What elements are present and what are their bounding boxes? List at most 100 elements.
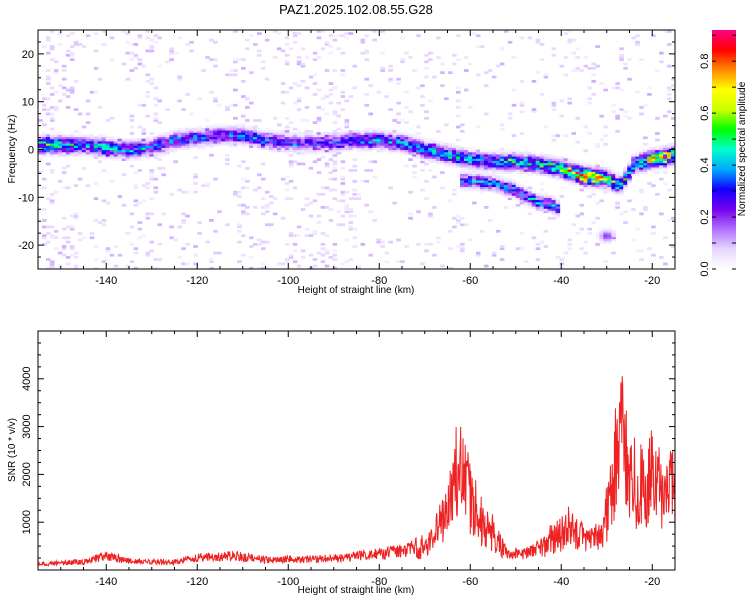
heatmap-cell <box>539 58 545 62</box>
heatmap-cell <box>109 151 115 155</box>
heatmap-cell <box>631 169 636 172</box>
heatmap-cell <box>233 132 238 135</box>
heatmap-cell <box>316 138 322 142</box>
heatmap-cell <box>288 149 294 153</box>
heatmap-cell <box>352 142 358 146</box>
heatmap-cell <box>260 129 266 133</box>
heatmap-cell <box>49 132 55 135</box>
heatmap-cell <box>591 221 596 224</box>
heatmap-cell <box>436 36 441 40</box>
heatmap-cell <box>416 149 421 153</box>
heatmap-cell <box>189 140 194 144</box>
heatmap-cell <box>288 255 294 259</box>
heatmap-cell <box>213 134 218 138</box>
heatmap-cell <box>344 32 350 35</box>
heatmap-cell <box>324 162 330 166</box>
heatmap-cell <box>65 95 71 98</box>
heatmap-cell <box>563 171 569 174</box>
heatmap-cell <box>527 173 533 177</box>
heatmap-cell <box>587 186 592 190</box>
heatmap-cell <box>436 142 441 146</box>
heatmap-cell <box>547 158 553 161</box>
heatmap-cell <box>272 116 278 120</box>
heatmap-cell <box>312 140 318 144</box>
heatmap-cell <box>408 134 413 138</box>
heatmap-cell <box>583 166 589 170</box>
heatmap-cell <box>479 173 485 177</box>
heatmap-cell <box>177 140 182 144</box>
heatmap-cell <box>420 151 425 155</box>
heatmap-cell <box>615 171 620 174</box>
heatmap-cell <box>467 238 473 242</box>
heatmap-cell <box>595 142 600 146</box>
heatmap-cell <box>444 158 449 161</box>
heatmap-cell <box>324 40 330 44</box>
heatmap-cell <box>213 40 218 44</box>
heatmap-cell <box>113 138 119 142</box>
heatmap-cell <box>611 175 616 179</box>
heatmap-cell <box>483 179 489 183</box>
heatmap-cell <box>396 145 401 148</box>
heatmap-cell <box>563 162 569 166</box>
heatmap-cell <box>193 136 198 140</box>
heatmap-cell <box>292 142 298 146</box>
heatmap-cell <box>316 30 322 33</box>
heatmap-cell <box>205 56 210 59</box>
heatmap-cell <box>404 134 409 138</box>
heatmap-cell <box>619 192 624 196</box>
heatmap-cell <box>320 156 326 159</box>
heatmap-cell <box>611 238 616 242</box>
heatmap-cell <box>356 134 362 138</box>
heatmap-cell <box>599 82 604 85</box>
heatmap-cell <box>45 136 51 140</box>
heatmap-cell <box>420 153 425 157</box>
heatmap-cell <box>348 142 354 146</box>
heatmap-cell <box>125 32 131 35</box>
heatmap-cell <box>503 160 509 164</box>
heatmap-cell <box>400 138 405 142</box>
heatmap-cell <box>615 129 620 133</box>
heatmap-cell <box>284 142 290 146</box>
heatmap-cell <box>428 158 433 161</box>
heatmap-cell <box>428 149 433 153</box>
heatmap-cell <box>109 36 115 40</box>
heatmap-cell <box>312 93 318 96</box>
heatmap-cell <box>312 132 318 135</box>
heatmap-cell <box>320 186 326 190</box>
heatmap-cell <box>607 177 612 181</box>
heatmap-cell <box>360 147 366 151</box>
heatmap-cell <box>65 164 71 168</box>
heatmap-cell <box>547 201 553 205</box>
heatmap-cell <box>49 147 55 151</box>
heatmap-cell <box>424 162 429 166</box>
heatmap-cell <box>396 151 401 155</box>
heatmap-cell <box>559 258 565 261</box>
heatmap-cell <box>487 175 493 179</box>
heatmap-cell <box>471 32 477 35</box>
heatmap-cell <box>575 116 581 120</box>
heatmap-cell <box>623 177 628 181</box>
heatmap-cell <box>221 125 226 129</box>
heatmap-cell <box>503 153 509 157</box>
heatmap-cell <box>615 203 620 207</box>
heatmap-cell <box>38 119 43 122</box>
heatmap-cell <box>340 214 346 218</box>
heatmap-cell <box>284 182 290 185</box>
heatmap-cell <box>543 210 549 214</box>
heatmap-cell <box>316 192 322 196</box>
heatmap-cell <box>424 53 429 57</box>
heatmap-cell <box>336 223 342 227</box>
heatmap-cell <box>360 142 366 146</box>
heatmap-cell <box>252 145 258 148</box>
heatmap-cell <box>324 112 330 116</box>
heatmap-cell <box>284 140 290 144</box>
heatmap-cell <box>595 177 600 181</box>
heatmap-cell <box>340 108 346 111</box>
heatmap-cell <box>264 190 270 194</box>
heatmap-cell <box>364 203 370 207</box>
heatmap-cell <box>41 142 47 146</box>
heatmap-cell <box>388 136 393 140</box>
heatmap-cell <box>364 93 370 96</box>
